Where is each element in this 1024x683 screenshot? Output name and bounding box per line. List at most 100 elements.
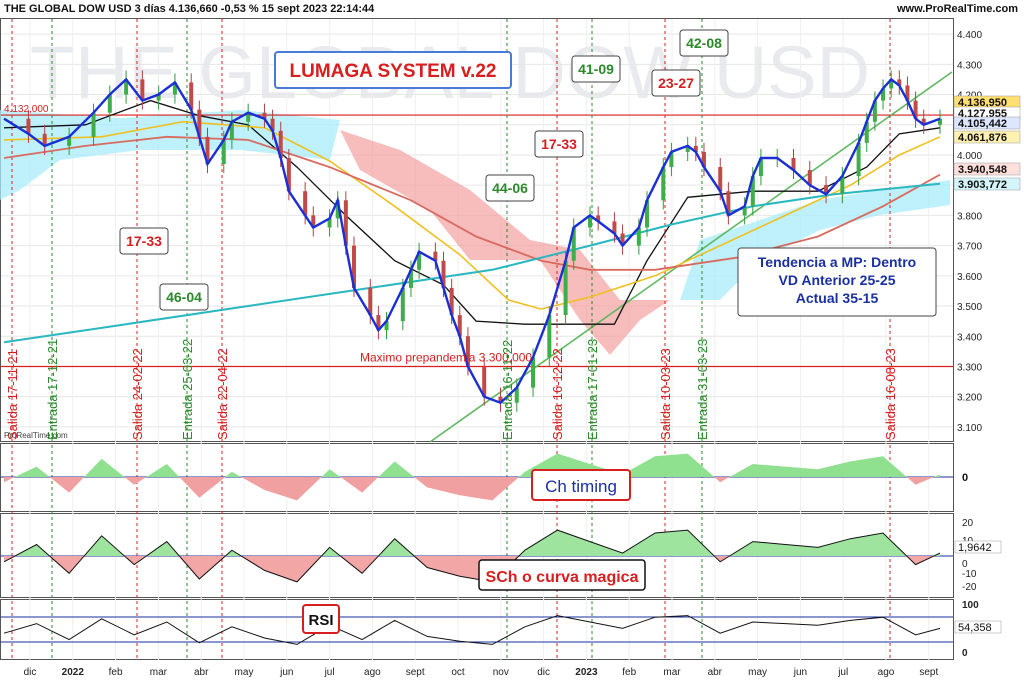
candle-body: [547, 315, 552, 358]
score-box-text: 41-09: [578, 61, 614, 77]
candle-body: [351, 245, 356, 288]
candle-body: [921, 118, 926, 125]
x-axis: dic 2022 feb mar abr may jun jul ago sept oct nov di…: [24, 667, 939, 678]
signal-label: Entrada 25-03-22: [180, 339, 195, 440]
x-tick-label: ago: [364, 667, 381, 678]
signal-label: Salida 16-12-22: [550, 348, 565, 440]
candle-body: [881, 88, 886, 101]
candle-body: [482, 366, 487, 397]
ma-teal: [3, 182, 941, 344]
y-tick-label: 4.000: [957, 151, 982, 162]
y-tick-label: 4.300: [957, 60, 982, 71]
curve-tick: 20: [962, 518, 974, 529]
curve-value-box: [954, 540, 1002, 554]
candle-body: [758, 157, 763, 177]
signal-label: Entrada 16-11-22: [500, 340, 515, 440]
curve-tick: 0: [962, 559, 968, 570]
rsi-box: [302, 604, 340, 634]
candle-body: [303, 191, 308, 216]
candle-body: [327, 218, 332, 228]
candle-body: [742, 206, 747, 216]
y-tick-label: 3.500: [957, 302, 982, 313]
y-tick-label: 3.700: [957, 242, 982, 253]
x-tick-label: may: [235, 667, 254, 678]
score-box: [485, 174, 535, 202]
candle-body: [376, 315, 381, 331]
site-link[interactable]: www.ProRealTime.com: [896, 3, 1018, 15]
candle-body: [441, 260, 446, 288]
candle-body: [205, 136, 210, 165]
candle-body: [42, 133, 47, 146]
signal-label: Salida 24-02-22: [130, 348, 145, 440]
y-tick-label: 3.300: [957, 362, 982, 373]
candle-body: [417, 251, 422, 270]
left-level-label: 4.132,000: [4, 104, 49, 115]
rsi-tick: 100: [962, 600, 979, 611]
candle-body: [335, 200, 340, 219]
candle-body: [449, 287, 454, 316]
signal-label: Salida 17-11-21: [5, 349, 20, 440]
rsi-value-box: [954, 620, 1002, 634]
candle-body: [531, 357, 536, 388]
x-tick-label: abr: [194, 667, 209, 678]
score-box-text: 17-33: [126, 233, 162, 249]
x-tick-label: jun: [279, 667, 293, 678]
candle-body: [840, 176, 845, 195]
x-tick-label: 2023: [575, 667, 598, 678]
curve-tick: -20: [962, 582, 977, 593]
x-tick-label: mar: [150, 667, 168, 678]
candle-body: [571, 227, 576, 261]
right-label-box: [953, 162, 1021, 176]
candle-body: [856, 142, 861, 177]
candle-body: [693, 145, 698, 152]
candle-body: [189, 82, 194, 110]
candle-body: [588, 215, 593, 228]
title-box: [274, 51, 512, 89]
x-tick-label: dic: [537, 667, 550, 678]
candle-body: [67, 136, 72, 146]
candle-body: [563, 260, 568, 316]
trend-box-line: Tendencia a MP: Dentro: [758, 254, 916, 270]
candle-body: [156, 94, 161, 101]
curve-box: [478, 559, 646, 591]
x-tick-label: sept: [919, 667, 938, 678]
candle-body: [685, 145, 690, 152]
x-tick-label: 2022: [62, 667, 85, 678]
candle-body: [91, 112, 96, 137]
curve-value: 1,9642: [958, 542, 992, 554]
timing-tick: 0: [962, 472, 968, 484]
candle-body: [457, 315, 462, 337]
price-series: [3, 70, 942, 412]
candle-body: [905, 85, 910, 101]
price-panel-frame: [0, 18, 954, 442]
trend-box-line: Actual 35-15: [796, 290, 879, 306]
candle-body: [197, 109, 202, 137]
chart-title: LUMAGA SYSTEM v.22: [290, 61, 497, 82]
candle-body: [26, 118, 31, 134]
candle-body: [620, 233, 625, 246]
signal-label: Entrada 31-03-23: [695, 339, 710, 440]
small-logo: ProRealTime.com: [4, 431, 68, 440]
rsi-line: [3, 615, 941, 645]
candle-body: [498, 396, 503, 403]
candle-body: [221, 139, 226, 165]
right-label-text: 4.061,876: [958, 132, 1007, 144]
candle-body: [938, 118, 942, 125]
rsi-value: 54,358: [958, 622, 992, 634]
candle-body: [408, 269, 413, 288]
score-box: [159, 283, 209, 311]
candle-body: [612, 221, 617, 234]
x-tick-label: may: [748, 667, 767, 678]
moving-averages: [3, 99, 941, 344]
candle-body: [172, 82, 177, 95]
candle-body: [107, 94, 112, 113]
curve-fill-up: [4, 530, 940, 556]
candle-body: [897, 79, 902, 86]
chart-header-title: THE GLOBAL DOW USD 3 días 4.136,660 -0,5…: [4, 3, 375, 15]
candle-body: [661, 167, 666, 201]
right-label-text: 3.903,772: [958, 179, 1007, 191]
curve-fill-down: [4, 556, 940, 582]
candle-body: [433, 251, 438, 261]
signal-label: Salida 16-08-23: [883, 348, 898, 440]
signal-label: Entrada 17-01-23: [585, 339, 600, 440]
